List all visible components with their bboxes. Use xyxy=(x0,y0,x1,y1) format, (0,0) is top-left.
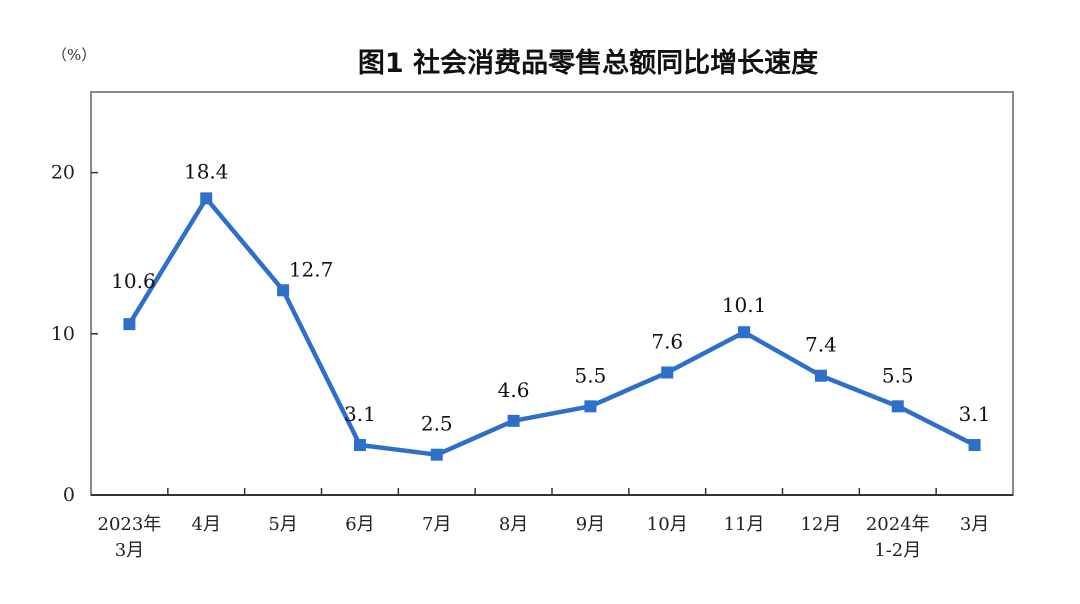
x-tick-label: 5月 xyxy=(268,514,297,535)
data-label: 10.6 xyxy=(111,269,156,293)
x-axis: 2023年 3月 4月 5月 6月 7月 8月 9月 10月 11月 12月 2024年 1-2月 3月 xyxy=(91,488,1013,561)
data-point-marker xyxy=(507,414,520,427)
data-point-marker xyxy=(968,439,981,452)
data-label: 18.4 xyxy=(184,159,229,183)
data-point-marker xyxy=(814,369,827,382)
data-label: 3.1 xyxy=(344,402,376,426)
x-tick-label: 8月 xyxy=(499,514,528,535)
data-point-marker xyxy=(353,439,366,452)
y-axis: 0 10 20 xyxy=(51,162,98,506)
x-tick-label: 2024年 1-2月 xyxy=(866,514,930,561)
y-unit-label: （%） xyxy=(52,46,96,64)
data-point-marker xyxy=(123,318,136,331)
x-tick-label: 9月 xyxy=(576,514,605,535)
data-label: 2.5 xyxy=(421,412,453,436)
data-label: 7.4 xyxy=(805,333,837,357)
x-tick-label: 4月 xyxy=(192,514,221,535)
x-tick-label: 7月 xyxy=(422,514,451,535)
x-tick-label: 11月 xyxy=(724,514,765,535)
y-tick-label: 20 xyxy=(51,162,75,184)
x-tick-label: 10月 xyxy=(647,514,688,535)
data-label: 4.6 xyxy=(498,378,530,402)
y-tick-label: 10 xyxy=(51,323,75,345)
x-tick-label: 6月 xyxy=(345,514,374,535)
plot-area-frame xyxy=(90,91,1014,496)
data-label: 7.6 xyxy=(651,329,683,353)
x-tick-label: 3月 xyxy=(960,514,989,535)
data-label: 5.5 xyxy=(882,363,914,387)
data-point-marker xyxy=(584,400,597,413)
series-line-group xyxy=(123,192,981,461)
data-label: 10.1 xyxy=(722,293,767,317)
chart-title: 图1 社会消费品零售总额同比增长速度 xyxy=(358,47,818,79)
x-tick-label: 2023年 3月 xyxy=(98,514,162,561)
data-label: 5.5 xyxy=(575,363,607,387)
data-point-marker xyxy=(200,192,213,205)
x-tick-label: 12月 xyxy=(800,514,841,535)
data-label: 12.7 xyxy=(289,257,334,281)
data-point-marker xyxy=(277,284,290,297)
y-tick-label: 0 xyxy=(63,484,75,506)
data-labels: 10.6 18.4 12.7 3.1 2.5 4.6 5.5 7.6 10.1 7.4 5.5 3.1 xyxy=(111,159,990,435)
data-point-marker xyxy=(661,366,674,379)
data-label: 3.1 xyxy=(959,402,991,426)
data-point-marker xyxy=(891,400,904,413)
series-line xyxy=(127,196,976,457)
data-point-marker xyxy=(430,448,443,461)
data-point-marker xyxy=(738,326,751,339)
